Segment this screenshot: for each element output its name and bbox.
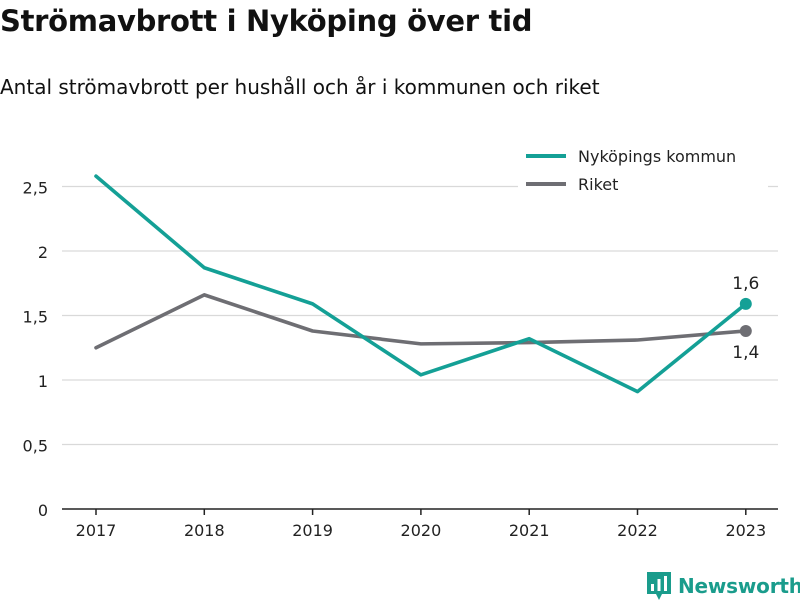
grid-lines <box>62 185 778 446</box>
x-tick-label: 2018 <box>184 521 225 540</box>
end-annotations: 1,6 1,4 <box>732 274 759 363</box>
page-title: Strömavbrott i Nyköping över tid <box>0 4 533 38</box>
x-tick-label: 2019 <box>292 521 333 540</box>
data-label: 1,6 <box>732 274 759 294</box>
x-tick-label: 2022 <box>617 521 658 540</box>
end-point-riket <box>739 324 752 337</box>
series-line-riket <box>94 293 748 350</box>
brand-name: Newsworthy <box>678 574 800 598</box>
y-tick-label: 1,5 <box>23 308 48 327</box>
series-line-nykopings-kommun <box>94 174 748 394</box>
data-label: 1,4 <box>732 343 759 363</box>
legend: Nyköpings kommun Riket <box>518 142 768 198</box>
x-tick-label: 2021 <box>509 521 550 540</box>
y-tick-label: 1 <box>38 372 48 391</box>
y-tick-label: 2 <box>38 243 48 262</box>
line-chart: 0 0,5 1 1,5 2 2,5 2017 2018 2019 2020 2021 2022 202… <box>22 142 778 540</box>
y-tick-label: 0 <box>38 501 48 520</box>
page-subtitle: Antal strömavbrott per hushåll och år i … <box>0 75 600 99</box>
x-tick-label: 2020 <box>401 521 442 540</box>
brand-logo: Newsworthy <box>646 571 800 601</box>
end-point-nykopings-kommun <box>739 297 752 310</box>
legend-label: Nyköpings kommun <box>578 147 736 166</box>
legend-background <box>518 142 768 198</box>
legend-label: Riket <box>578 175 618 194</box>
y-tick-label: 2,5 <box>23 179 48 198</box>
y-axis-ticks: 0 0,5 1 1,5 2 2,5 <box>23 179 48 521</box>
x-axis-ticks: 2017 2018 2019 2020 2021 2022 2023 <box>76 509 766 540</box>
series-lines <box>94 174 752 394</box>
newsworthy-logo-icon <box>647 572 671 600</box>
y-tick-label: 0,5 <box>23 437 48 456</box>
x-tick-label: 2017 <box>76 521 117 540</box>
x-tick-label: 2023 <box>725 521 766 540</box>
